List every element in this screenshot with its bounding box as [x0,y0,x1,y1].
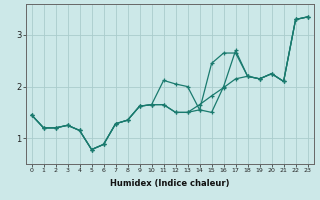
X-axis label: Humidex (Indice chaleur): Humidex (Indice chaleur) [110,179,229,188]
